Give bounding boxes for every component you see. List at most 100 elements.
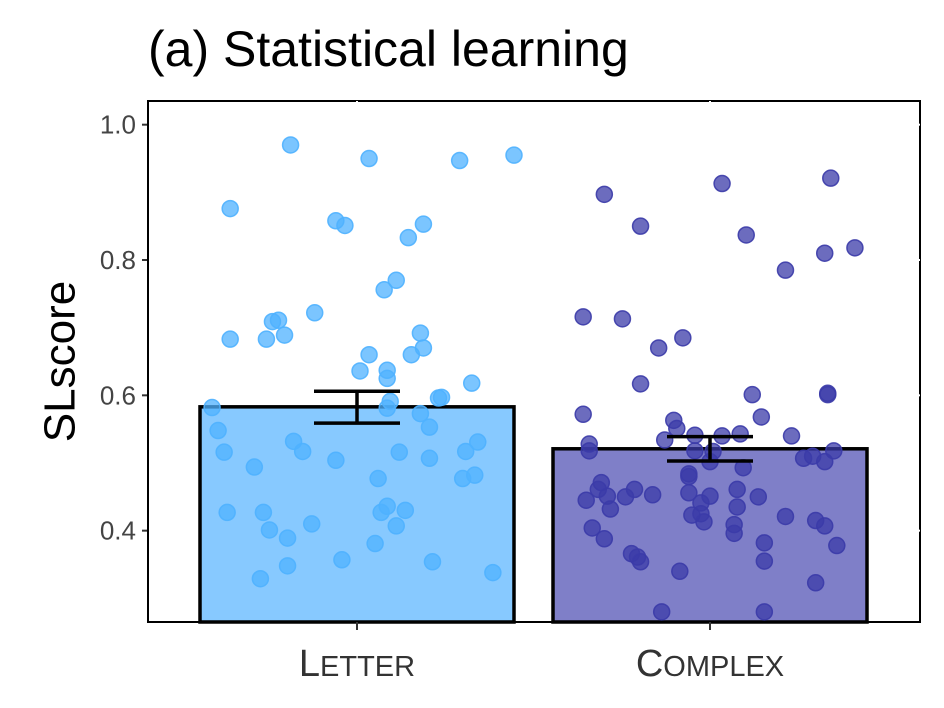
data-point xyxy=(595,185,614,204)
data-point xyxy=(278,529,297,547)
data-point xyxy=(411,324,430,342)
data-point xyxy=(815,244,834,262)
points-group xyxy=(203,136,864,621)
data-point xyxy=(828,536,846,555)
y-tick-label: 0.8 xyxy=(100,245,136,275)
data-point xyxy=(203,398,221,417)
data-point xyxy=(414,215,433,233)
data-point xyxy=(631,553,650,571)
data-point xyxy=(601,500,620,518)
data-point xyxy=(577,491,595,509)
data-point xyxy=(583,519,601,537)
data-point xyxy=(360,149,378,168)
data-point xyxy=(366,534,384,553)
data-point xyxy=(580,435,598,453)
data-point xyxy=(305,304,324,322)
data-point xyxy=(815,517,834,535)
data-point xyxy=(728,480,746,499)
plot-frame xyxy=(147,100,921,623)
data-point xyxy=(668,419,686,438)
data-point xyxy=(743,385,762,404)
data-point xyxy=(755,552,774,570)
data-point xyxy=(825,442,843,460)
data-point xyxy=(725,524,743,543)
data-point xyxy=(819,384,837,403)
data-point xyxy=(466,466,484,484)
data-point xyxy=(251,569,270,588)
data-point xyxy=(369,469,387,488)
axis-ticks xyxy=(356,101,920,532)
data-point xyxy=(390,443,409,461)
data-point xyxy=(221,330,239,348)
data-point xyxy=(456,442,475,461)
data-point xyxy=(336,216,354,235)
data-point xyxy=(704,442,722,461)
data-point xyxy=(378,497,396,516)
data-point xyxy=(378,361,396,380)
data-point xyxy=(351,362,369,380)
data-point xyxy=(731,425,749,443)
y-tick-label: 0.4 xyxy=(100,516,136,546)
error-bars-group xyxy=(314,389,753,463)
data-point xyxy=(218,503,236,522)
x-tick-label-complex: COMPLEX xyxy=(636,643,784,685)
data-point xyxy=(399,228,418,247)
data-point xyxy=(728,498,746,516)
data-point xyxy=(269,311,288,329)
chart-title: (a) Statistical learning xyxy=(148,21,629,77)
bar-letter xyxy=(198,405,516,624)
data-point xyxy=(643,486,662,504)
y-axis-label: SLscore xyxy=(36,281,85,442)
data-point xyxy=(281,136,300,154)
data-point xyxy=(254,503,273,522)
data-point xyxy=(649,339,668,357)
data-point xyxy=(414,339,433,357)
data-point xyxy=(411,404,430,423)
data-point xyxy=(631,217,650,235)
data-point xyxy=(505,146,523,164)
data-point xyxy=(776,261,795,279)
data-point xyxy=(776,507,795,526)
data-point xyxy=(595,530,614,548)
data-point xyxy=(209,421,227,440)
data-point xyxy=(613,310,632,328)
data-point xyxy=(257,330,276,348)
data-point xyxy=(822,169,840,187)
data-point xyxy=(245,458,264,476)
data-point xyxy=(333,551,351,569)
x-tick-label-letter: LETTER xyxy=(299,643,415,685)
data-point xyxy=(625,480,644,499)
data-point xyxy=(432,388,451,407)
data-point xyxy=(755,603,774,621)
data-point xyxy=(387,517,405,535)
data-point xyxy=(680,484,698,502)
data-point xyxy=(215,443,233,461)
data-point xyxy=(713,174,731,193)
y-axis: 0.4 0.6 0.8 1.0 xyxy=(100,110,148,546)
data-point xyxy=(782,427,801,445)
data-point xyxy=(574,405,592,424)
data-point xyxy=(671,562,689,581)
data-point xyxy=(375,281,393,299)
data-point xyxy=(450,151,469,170)
data-point xyxy=(655,431,674,449)
data-point xyxy=(423,553,442,571)
data-point xyxy=(396,501,415,520)
data-point xyxy=(846,239,864,257)
data-point xyxy=(674,329,692,347)
data-point xyxy=(686,442,704,460)
data-point xyxy=(484,563,502,582)
data-point xyxy=(806,574,825,592)
data-point xyxy=(381,392,399,411)
data-point xyxy=(420,449,439,468)
data-point xyxy=(420,418,439,436)
y-tick-label: 0.6 xyxy=(100,380,136,410)
data-point xyxy=(574,308,592,326)
data-point xyxy=(737,226,755,244)
data-point xyxy=(469,433,487,451)
data-point xyxy=(652,603,671,621)
data-point xyxy=(260,521,279,539)
data-point xyxy=(278,557,297,575)
data-point xyxy=(387,271,405,290)
